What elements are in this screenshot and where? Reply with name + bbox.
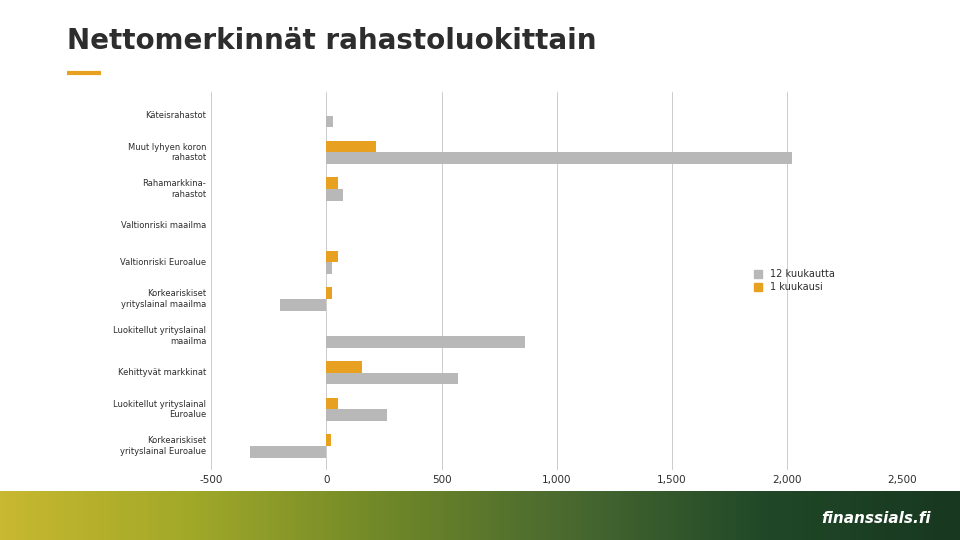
Bar [326, 336, 524, 348]
Bar [326, 397, 338, 409]
Bar [326, 251, 338, 262]
Bar [326, 409, 388, 421]
Text: milj. euroa: milj. euroa [847, 504, 902, 514]
Legend: 12 kuukautta, 1 kuukausi: 12 kuukautta, 1 kuukausi [751, 266, 839, 296]
Bar [326, 140, 376, 152]
Bar [326, 287, 332, 299]
Bar [326, 361, 362, 373]
Text: Nettomerkinnät rahastoluokittain: Nettomerkinnät rahastoluokittain [67, 27, 597, 55]
Bar [326, 189, 343, 201]
Text: finanssials.fi: finanssials.fi [822, 511, 931, 525]
Bar [326, 152, 792, 164]
Bar [326, 373, 458, 384]
Bar [280, 299, 326, 311]
Bar [326, 177, 338, 189]
Bar [326, 116, 333, 127]
Bar [326, 434, 330, 446]
Bar [326, 262, 332, 274]
Bar [251, 446, 326, 458]
